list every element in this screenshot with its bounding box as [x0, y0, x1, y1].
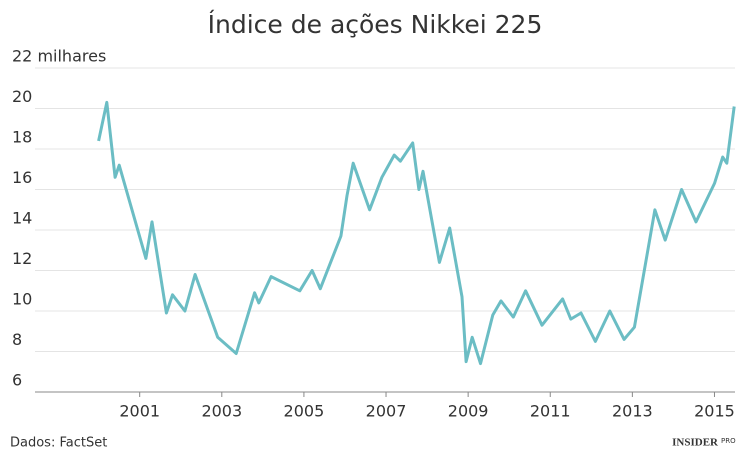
brand: INSIDER	[672, 437, 719, 449]
x-tick-label: 2015	[694, 402, 735, 421]
y-tick-label: 22 milhares	[12, 47, 106, 66]
y-tick-label: 10	[12, 290, 32, 309]
y-tick-label: 8	[12, 330, 22, 349]
y-tick-label: 12	[12, 249, 32, 268]
y-tick-label: 14	[12, 209, 32, 228]
y-tick-label: 18	[12, 128, 32, 147]
x-tick-label: 2007	[366, 402, 407, 421]
chart-title: Índice de ações Nikkei 225	[208, 10, 543, 39]
line-series	[97, 100, 736, 366]
x-tick-label: 2011	[530, 402, 571, 421]
x-tick-label: 2009	[448, 402, 489, 421]
x-tick-label: 2003	[201, 402, 242, 421]
source: Dados: FactSet	[10, 436, 107, 451]
y-tick-label: 6	[12, 371, 22, 390]
brand-tag: PRO	[721, 437, 736, 445]
x-tick-label: 2013	[612, 402, 653, 421]
y-tick-label: 20	[12, 87, 32, 106]
y-tick-label: 16	[12, 168, 32, 187]
x-tick-label: 2005	[284, 402, 325, 421]
x-tick-label: 2001	[119, 402, 160, 421]
